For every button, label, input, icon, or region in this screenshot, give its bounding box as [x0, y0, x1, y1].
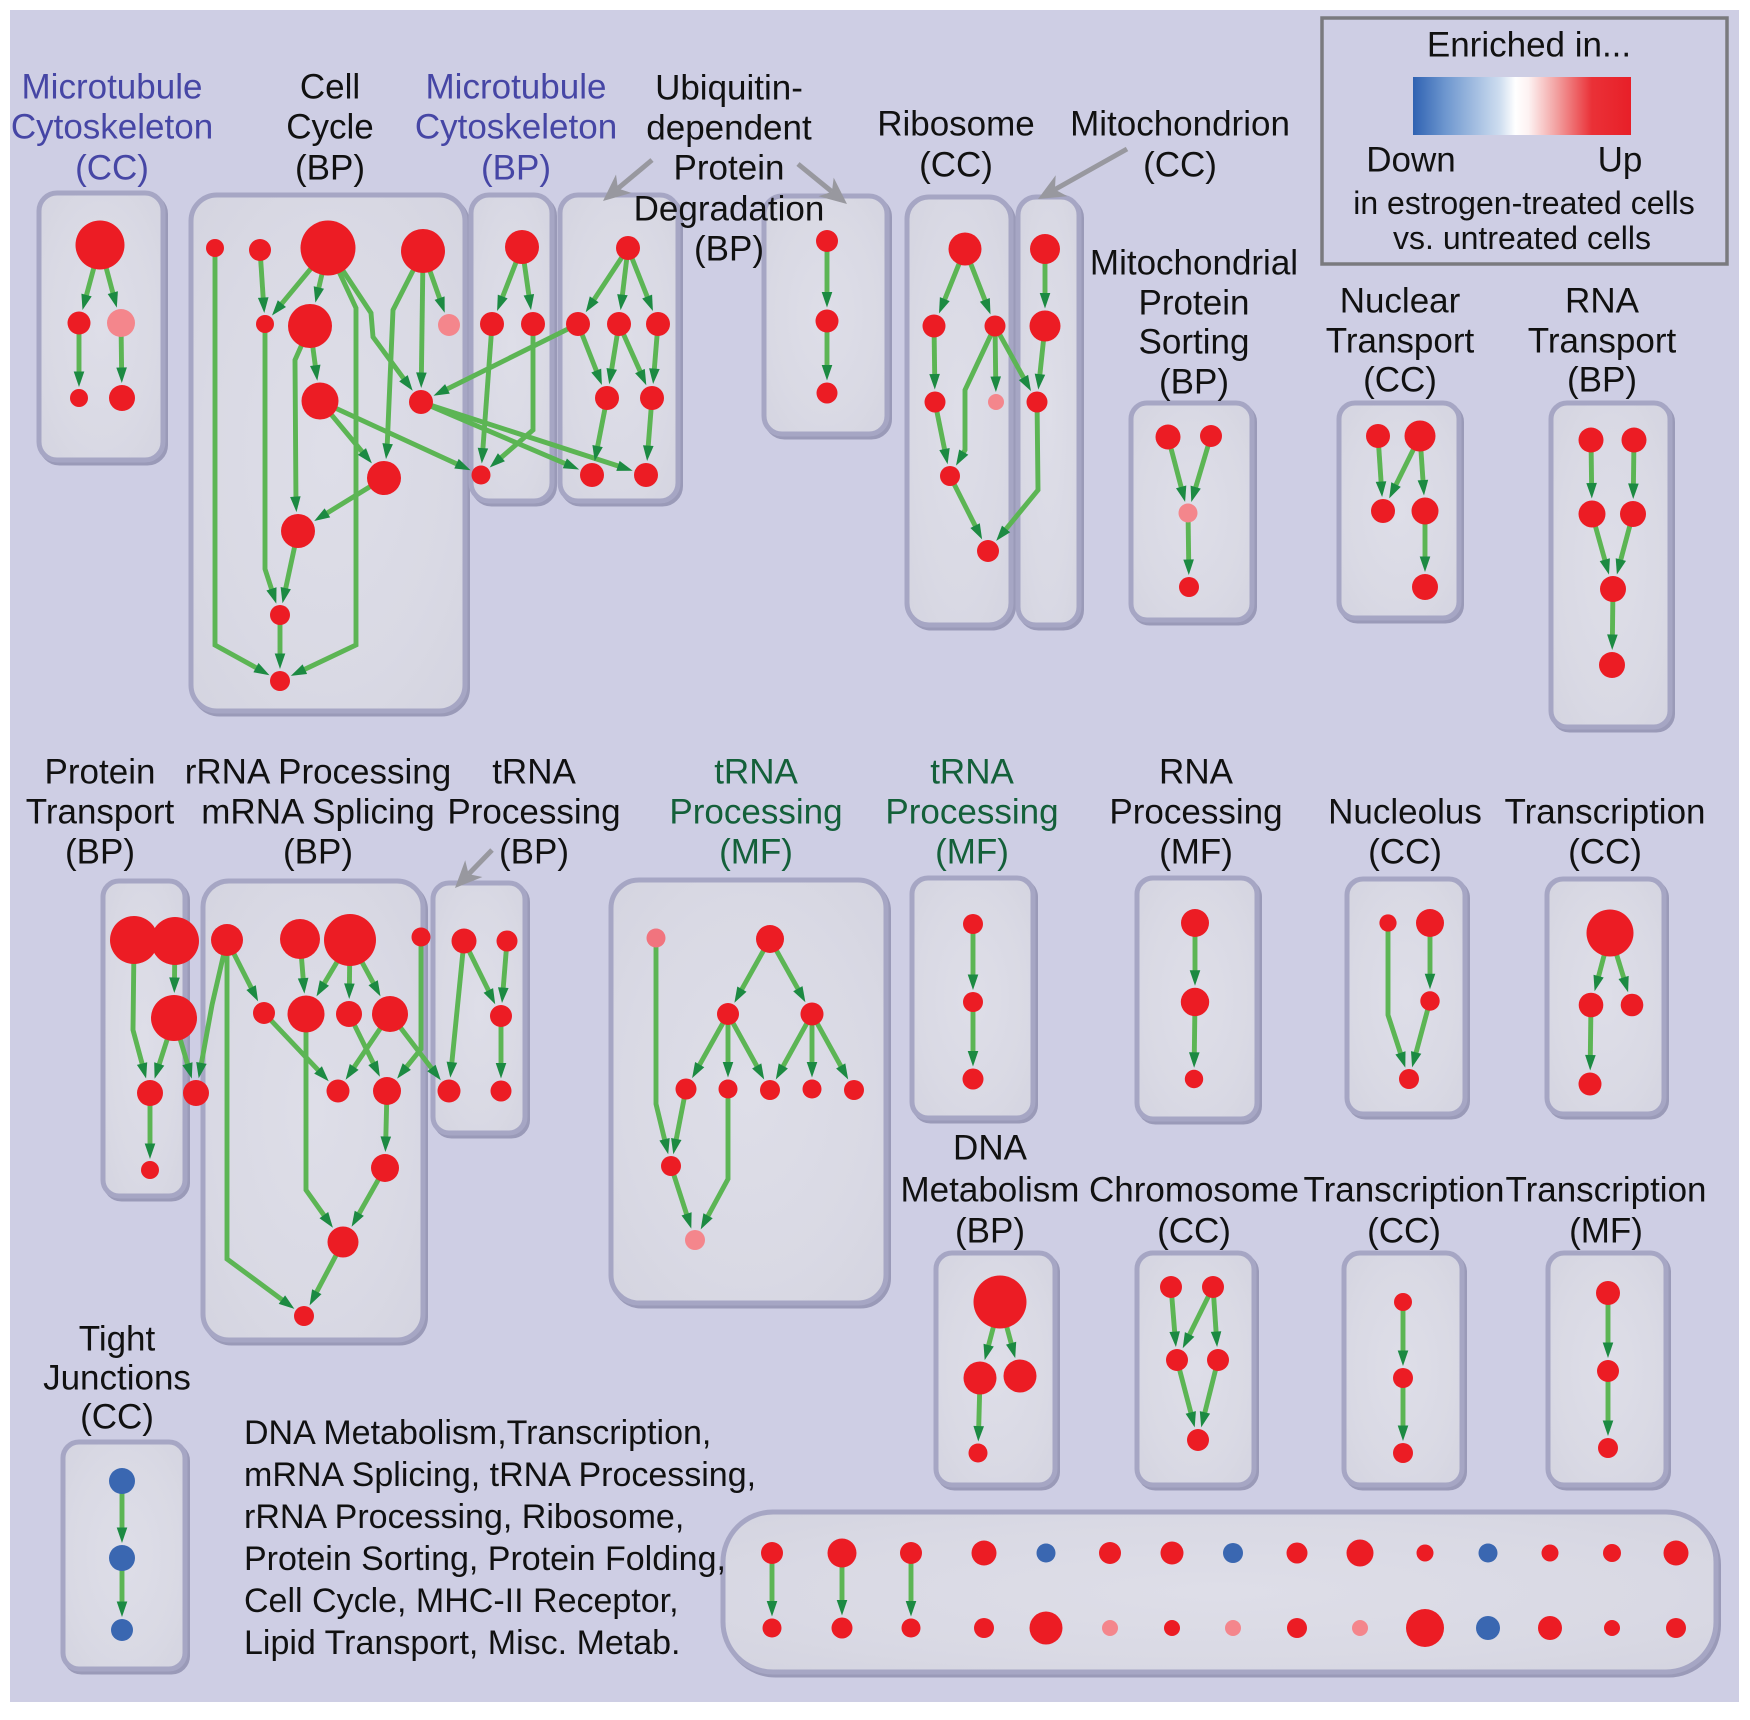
svg-text:tRNA: tRNA: [714, 753, 798, 792]
svg-text:Protein: Protein: [1139, 284, 1250, 323]
svg-text:Lipid Transport, Misc. Metab.: Lipid Transport, Misc. Metab.: [244, 1624, 681, 1662]
svg-text:Protein: Protein: [674, 149, 785, 188]
svg-text:Up: Up: [1598, 141, 1643, 180]
svg-text:Microtubule: Microtubule: [22, 68, 203, 107]
svg-text:Cytoskeleton: Cytoskeleton: [11, 108, 213, 147]
svg-text:(CC): (CC): [1367, 1212, 1441, 1251]
svg-text:Mitochondrial: Mitochondrial: [1090, 244, 1298, 283]
svg-text:Cycle: Cycle: [286, 108, 374, 147]
svg-text:Transport: Transport: [1326, 322, 1475, 361]
svg-text:Transport: Transport: [1528, 322, 1677, 361]
svg-text:Ribosome: Ribosome: [877, 105, 1035, 144]
svg-text:RNA: RNA: [1565, 282, 1640, 321]
svg-text:(CC): (CC): [1363, 361, 1437, 400]
svg-text:Mitochondrion: Mitochondrion: [1070, 105, 1290, 144]
svg-text:Sorting: Sorting: [1139, 323, 1250, 362]
svg-text:Chromosome: Chromosome: [1089, 1171, 1299, 1210]
svg-text:Transcription: Transcription: [1505, 793, 1706, 832]
svg-text:(CC): (CC): [1157, 1212, 1231, 1251]
svg-text:DNA Metabolism,Transcription,: DNA Metabolism,Transcription,: [244, 1414, 711, 1452]
svg-text:DNA: DNA: [953, 1129, 1028, 1168]
svg-text:Processing: Processing: [885, 793, 1058, 832]
svg-text:(BP): (BP): [694, 230, 764, 269]
svg-text:(BP): (BP): [1159, 363, 1229, 402]
svg-text:Cytoskeleton: Cytoskeleton: [415, 108, 617, 147]
svg-text:(BP): (BP): [499, 833, 569, 872]
svg-text:Processing: Processing: [1109, 793, 1282, 832]
svg-text:rRNA Processing, Ribosome,: rRNA Processing, Ribosome,: [244, 1498, 684, 1536]
svg-text:(CC): (CC): [919, 146, 993, 185]
svg-text:Transcription: Transcription: [1304, 1171, 1505, 1210]
svg-text:(MF): (MF): [1569, 1212, 1643, 1251]
svg-text:Cell: Cell: [300, 68, 360, 107]
svg-text:(MF): (MF): [1159, 833, 1233, 872]
svg-text:(CC): (CC): [75, 149, 149, 188]
svg-text:dependent: dependent: [646, 109, 812, 148]
svg-text:Processing: Processing: [447, 793, 620, 832]
svg-text:Tight: Tight: [79, 1320, 156, 1359]
svg-text:tRNA: tRNA: [930, 753, 1014, 792]
svg-text:(BP): (BP): [65, 833, 135, 872]
svg-text:(MF): (MF): [935, 833, 1009, 872]
svg-text:Protein Sorting, Protein Foldi: Protein Sorting, Protein Folding,: [244, 1540, 726, 1578]
svg-text:Nuclear: Nuclear: [1340, 282, 1461, 321]
svg-text:Metabolism: Metabolism: [901, 1171, 1080, 1210]
svg-text:rRNA Processing: rRNA Processing: [185, 753, 451, 792]
svg-text:Protein: Protein: [45, 753, 156, 792]
svg-text:Processing: Processing: [669, 793, 842, 832]
svg-text:(CC): (CC): [1568, 833, 1642, 872]
svg-text:Cell Cycle, MHC-II Receptor,: Cell Cycle, MHC-II Receptor,: [244, 1582, 679, 1620]
svg-text:(BP): (BP): [481, 149, 551, 188]
svg-text:(BP): (BP): [1567, 361, 1637, 400]
svg-text:in estrogen-treated cells: in estrogen-treated cells: [1353, 185, 1695, 221]
svg-text:mRNA Splicing: mRNA Splicing: [201, 793, 434, 832]
svg-text:Degradation: Degradation: [634, 190, 825, 229]
svg-text:vs. untreated cells: vs. untreated cells: [1393, 220, 1651, 256]
svg-text:Transcription: Transcription: [1506, 1171, 1707, 1210]
svg-text:(BP): (BP): [955, 1212, 1025, 1251]
svg-text:Nucleolus: Nucleolus: [1328, 793, 1482, 832]
svg-text:Ubiquitin-: Ubiquitin-: [655, 69, 803, 108]
svg-text:tRNA: tRNA: [492, 753, 576, 792]
svg-text:(CC): (CC): [1143, 146, 1217, 185]
svg-text:Enriched in...: Enriched in...: [1427, 26, 1631, 65]
svg-text:(MF): (MF): [719, 833, 793, 872]
svg-text:Down: Down: [1366, 141, 1455, 180]
svg-text:(BP): (BP): [295, 149, 365, 188]
svg-text:RNA: RNA: [1159, 753, 1234, 792]
svg-text:Transport: Transport: [26, 793, 175, 832]
svg-text:(CC): (CC): [1368, 833, 1442, 872]
svg-text:(CC): (CC): [80, 1398, 154, 1437]
svg-text:(BP): (BP): [283, 833, 353, 872]
svg-text:mRNA Splicing, tRNA Processing: mRNA Splicing, tRNA Processing,: [244, 1456, 756, 1494]
svg-text:Junctions: Junctions: [43, 1359, 191, 1398]
svg-text:Microtubule: Microtubule: [426, 68, 607, 107]
